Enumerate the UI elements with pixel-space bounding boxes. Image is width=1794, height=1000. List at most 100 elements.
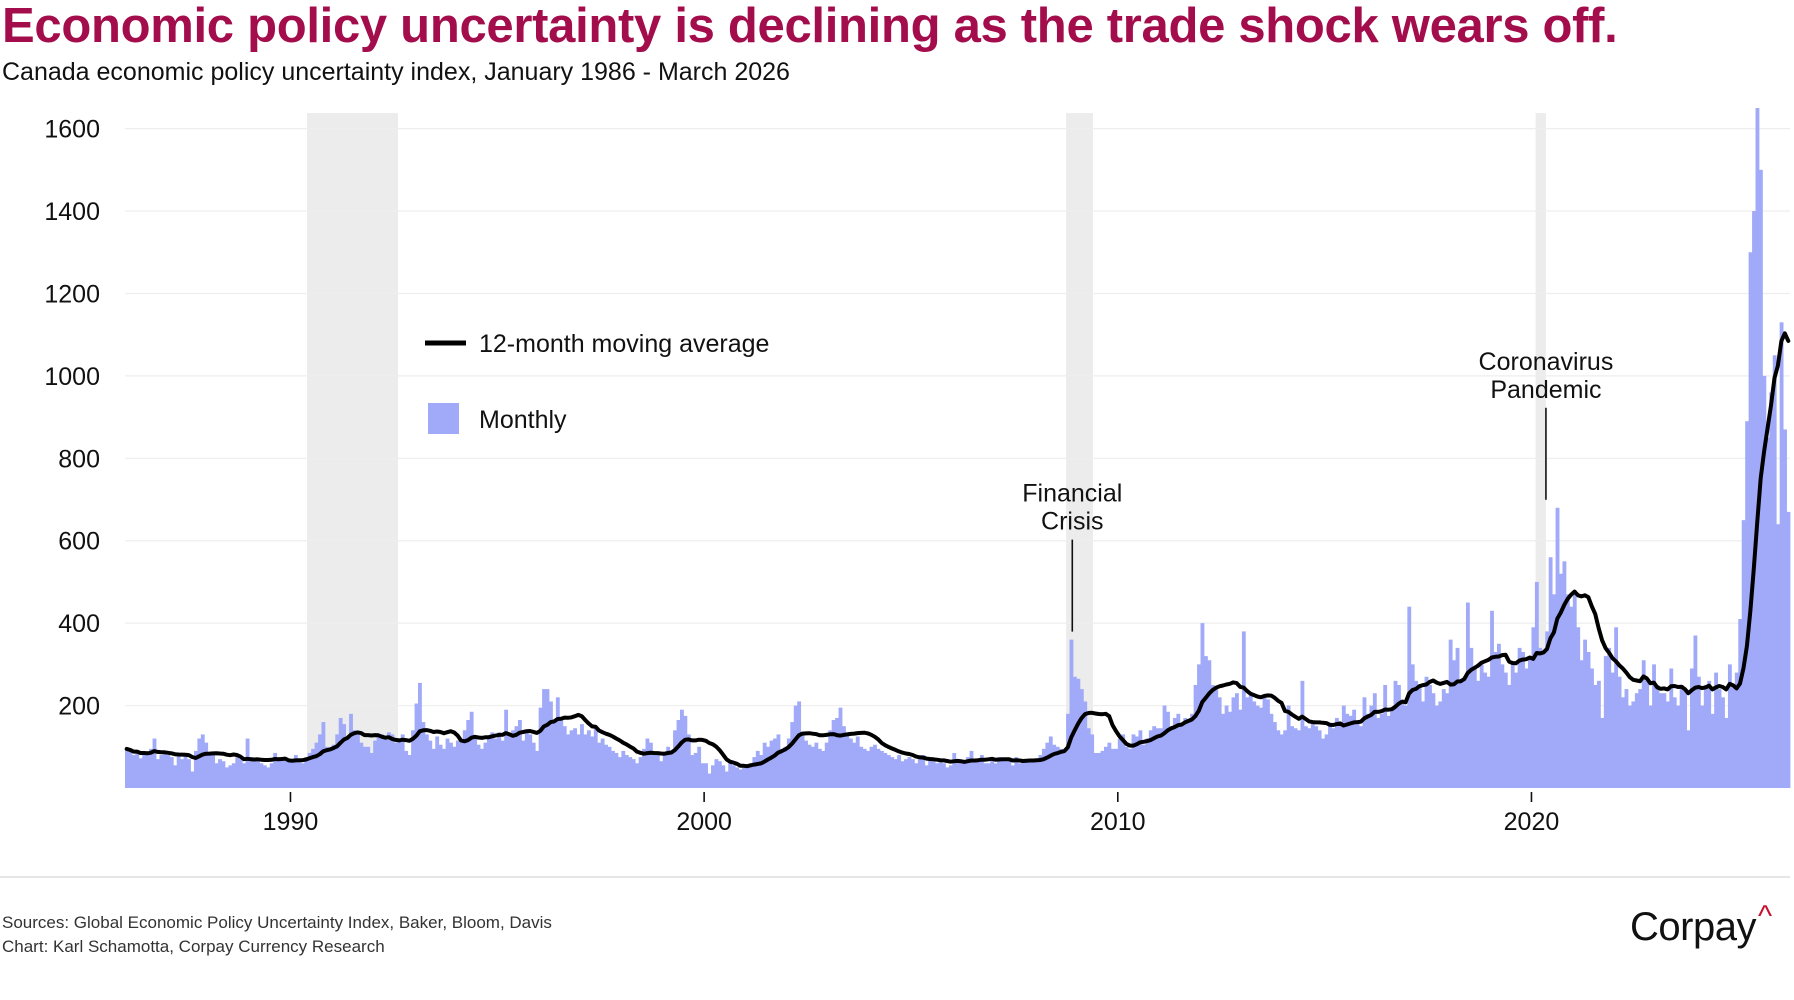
monthly-bar xyxy=(211,755,216,788)
monthly-bar xyxy=(1714,672,1719,788)
monthly-bar xyxy=(941,763,946,788)
recession-shading xyxy=(307,113,1546,788)
annotation-label: Crisis xyxy=(1041,508,1104,536)
monthly-bar xyxy=(224,767,229,788)
monthly-bar xyxy=(1696,676,1701,788)
monthly-bar xyxy=(549,701,553,788)
monthly-bar xyxy=(1155,728,1160,788)
monthly-bar xyxy=(1641,660,1646,788)
monthly-bar xyxy=(1028,761,1033,788)
monthly-bar xyxy=(862,748,867,788)
monthly-bar xyxy=(866,750,870,788)
monthly-bar xyxy=(952,752,957,788)
monthly-bar xyxy=(1334,717,1339,788)
monthly-bar xyxy=(828,730,833,788)
monthly-bar xyxy=(648,742,653,788)
monthly-bar xyxy=(893,759,898,788)
monthly-bar xyxy=(824,742,829,788)
monthly-bar xyxy=(183,755,188,788)
monthly-bar xyxy=(435,736,440,788)
x-axis: 1990 2000 2010 2020 xyxy=(263,792,1559,836)
y-tick-label: 1000 xyxy=(44,363,100,391)
monthly-bar xyxy=(369,752,374,788)
monthly-bar xyxy=(779,750,784,788)
monthly-bar xyxy=(1500,664,1505,788)
monthly-bar xyxy=(1710,713,1715,788)
monthly-bar xyxy=(1734,672,1739,788)
monthly-bar xyxy=(162,752,167,788)
monthly-bar xyxy=(638,757,643,788)
monthly-bar xyxy=(1745,421,1750,788)
monthly-bar xyxy=(1679,684,1684,788)
monthly-bar xyxy=(1207,660,1212,788)
monthly-bar xyxy=(293,755,298,788)
monthly-bar xyxy=(1448,639,1453,788)
monthly-bar xyxy=(1266,699,1270,788)
monthly-bar xyxy=(752,757,757,788)
monthly-bar xyxy=(445,738,450,788)
subtitle-date-range: January 1986 - March 2026 xyxy=(477,58,790,86)
monthly-bar xyxy=(307,752,312,788)
monthly-bar xyxy=(793,705,798,788)
monthly-bar xyxy=(869,746,874,788)
monthly-bar xyxy=(311,748,315,788)
legend-bar-swatch xyxy=(428,403,459,434)
monthly-bar xyxy=(1638,689,1643,788)
monthly-bar xyxy=(1341,705,1346,788)
monthly-bar xyxy=(1128,748,1132,788)
monthly-bar xyxy=(583,734,588,788)
monthly-bar xyxy=(883,752,888,788)
monthly-bar xyxy=(580,724,584,788)
monthly-bar xyxy=(1286,705,1291,788)
monthly-bar xyxy=(269,763,274,788)
monthly-bar xyxy=(142,752,147,788)
monthly-bar xyxy=(1514,672,1519,788)
monthly-bar xyxy=(414,703,419,788)
legend: 12-month moving average Monthly xyxy=(425,330,769,434)
monthly-bar xyxy=(1138,730,1143,788)
monthly-bar xyxy=(1393,680,1398,788)
monthly-bar xyxy=(731,765,736,788)
monthly-bar xyxy=(845,734,850,788)
monthly-bar xyxy=(1621,697,1625,788)
monthly-bar xyxy=(280,757,284,788)
monthly-bar xyxy=(559,717,564,788)
monthly-bar xyxy=(1469,647,1474,788)
monthly-bar xyxy=(1627,705,1632,788)
monthly-bar xyxy=(748,763,753,788)
monthly-bar xyxy=(1359,726,1363,788)
monthly-bar xyxy=(297,759,302,788)
x-tick-label: 2010 xyxy=(1090,808,1146,836)
monthly-bar xyxy=(562,726,567,788)
monthly-bar xyxy=(235,757,240,788)
monthly-bar xyxy=(628,757,633,788)
monthly-bar xyxy=(1555,507,1560,788)
monthly-bar xyxy=(1279,734,1284,788)
monthly-bar xyxy=(1345,713,1350,788)
monthly-bar xyxy=(659,761,664,788)
monthly-bar xyxy=(242,763,247,788)
monthly-bar xyxy=(1583,639,1588,788)
monthly-bar xyxy=(1559,573,1563,788)
monthly-bar xyxy=(462,730,467,788)
monthly-bar xyxy=(169,757,174,788)
monthly-bar xyxy=(776,734,781,788)
monthly-bar xyxy=(1565,594,1570,788)
monthly-bar xyxy=(300,763,305,788)
monthly-bar xyxy=(1431,693,1436,788)
monthly-bar xyxy=(697,746,702,788)
monthly-bar xyxy=(1069,639,1074,788)
monthly-bar xyxy=(1365,713,1370,788)
monthly-bar xyxy=(452,746,457,788)
y-axis: 200 400 600 800 1000 1200 1400 1600 xyxy=(44,116,100,721)
monthly-bar xyxy=(904,759,908,788)
monthly-bar xyxy=(438,744,443,788)
monthly-bar xyxy=(707,773,712,788)
monthly-bar xyxy=(400,734,405,788)
monthly-bar xyxy=(1331,728,1336,788)
monthly-bar xyxy=(1528,656,1532,788)
monthly-bar xyxy=(1386,715,1391,788)
monthly-bar xyxy=(1765,437,1770,788)
chart-credit: Chart: Karl Schamotta, Corpay Currency R… xyxy=(2,937,385,956)
monthly-bar xyxy=(983,763,988,788)
